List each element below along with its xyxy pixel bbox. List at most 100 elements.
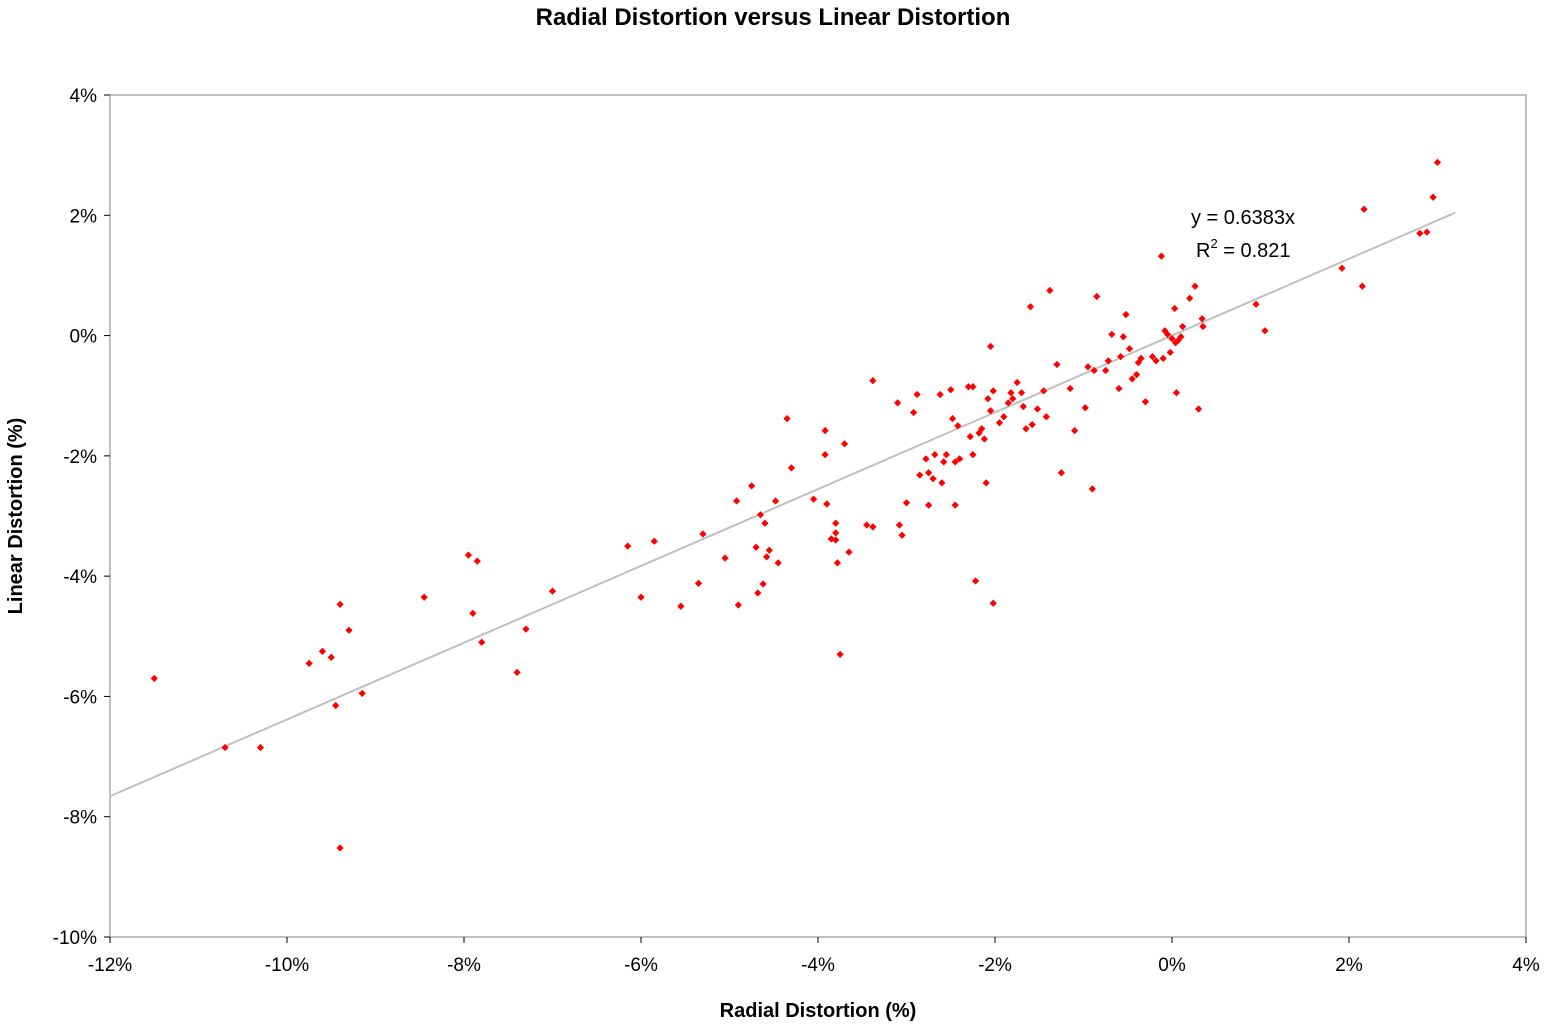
data-point [833, 559, 842, 567]
data-point [931, 451, 939, 459]
x-tick-label: -2% [978, 955, 1012, 976]
data-point [929, 475, 937, 483]
data-point [1191, 282, 1199, 290]
y-axis-title: Linear Distortion (%) [5, 418, 27, 615]
data-point [624, 542, 632, 550]
plot-area [109, 94, 1527, 938]
data-point [1040, 387, 1048, 395]
data-point [761, 519, 769, 527]
data-point [1177, 333, 1185, 341]
data-point [1033, 405, 1042, 413]
data-point [840, 440, 849, 448]
data-point [869, 523, 877, 531]
data-point [752, 543, 760, 551]
data-point [1137, 354, 1145, 363]
data-point [951, 458, 959, 466]
data-point [832, 519, 840, 527]
data-point [969, 383, 977, 391]
x-tick-label: -8% [447, 955, 481, 976]
r-squared-value: = 0.821 [1218, 240, 1291, 262]
data-points [150, 158, 1442, 852]
trendline [109, 211, 1456, 798]
y-tick-label: -2% [63, 447, 97, 468]
data-point [1115, 384, 1123, 393]
data-point [951, 501, 959, 509]
data-point [1053, 360, 1061, 369]
data-point [1194, 405, 1203, 413]
data-point [774, 559, 782, 567]
y-tick-label: 4% [70, 86, 98, 107]
data-point [1423, 228, 1431, 236]
data-point [1132, 371, 1141, 379]
trendline-layer [109, 211, 1456, 798]
x-tick-label: 2% [1335, 955, 1363, 976]
data-point [473, 557, 481, 565]
data-point [1152, 357, 1160, 365]
data-point [1066, 384, 1074, 393]
data-point [677, 602, 685, 610]
data-point [925, 469, 933, 477]
data-point [1000, 413, 1008, 421]
data-point [1159, 354, 1167, 363]
data-point [1199, 322, 1207, 331]
data-point [982, 479, 990, 487]
data-point [971, 577, 980, 585]
data-point [909, 408, 918, 417]
data-point [1134, 359, 1142, 367]
data-point [1104, 357, 1112, 365]
data-point [1028, 420, 1036, 429]
y-tick-label: -6% [63, 687, 97, 708]
data-point [1093, 292, 1101, 301]
data-point [913, 390, 921, 399]
data-point [1141, 398, 1150, 406]
data-point [869, 377, 877, 385]
data-point [821, 451, 829, 459]
x-axis: -12% -10% -8% -6% -4% -2% 0% 2% 4% [88, 937, 1540, 976]
data-point [947, 386, 955, 394]
x-tick-label: -10% [265, 955, 309, 976]
data-point [821, 426, 829, 435]
data-point [734, 601, 742, 609]
data-point [464, 551, 473, 559]
data-point [763, 553, 771, 561]
y-tick-label: 2% [70, 206, 98, 227]
data-point [1416, 229, 1424, 237]
data-point [783, 414, 791, 423]
data-point [986, 407, 995, 415]
data-point [1172, 389, 1181, 397]
x-tick-label: -12% [88, 955, 132, 976]
data-point [948, 414, 957, 423]
data-point [936, 390, 944, 399]
data-point [809, 495, 818, 503]
data-point [1026, 303, 1035, 311]
data-point [1148, 352, 1157, 361]
data-point [1004, 399, 1012, 407]
data-point [1046, 286, 1054, 295]
data-point [823, 500, 831, 508]
data-point [318, 647, 327, 655]
data-point [989, 599, 997, 607]
data-point [1117, 352, 1125, 361]
data-point [1358, 282, 1366, 290]
data-point [1122, 310, 1130, 319]
data-point [721, 554, 729, 562]
data-point [699, 530, 707, 538]
data-point [1157, 252, 1166, 260]
data-point [989, 387, 997, 395]
data-point [469, 609, 477, 618]
data-point [1009, 395, 1017, 403]
data-point [832, 536, 840, 544]
data-point [1433, 158, 1442, 166]
trendline-equation: y = 0.6383x [1191, 207, 1295, 229]
data-point [832, 529, 840, 537]
data-point [756, 511, 765, 519]
r-squared-superscript: 2 [1210, 236, 1217, 251]
data-point [1360, 205, 1368, 213]
data-point [221, 743, 229, 752]
x-tick-label: 4% [1512, 955, 1540, 976]
data-point [1261, 327, 1269, 335]
data-point [332, 701, 340, 710]
data-point [980, 435, 989, 443]
data-point [1252, 300, 1260, 308]
data-point [1081, 404, 1089, 412]
